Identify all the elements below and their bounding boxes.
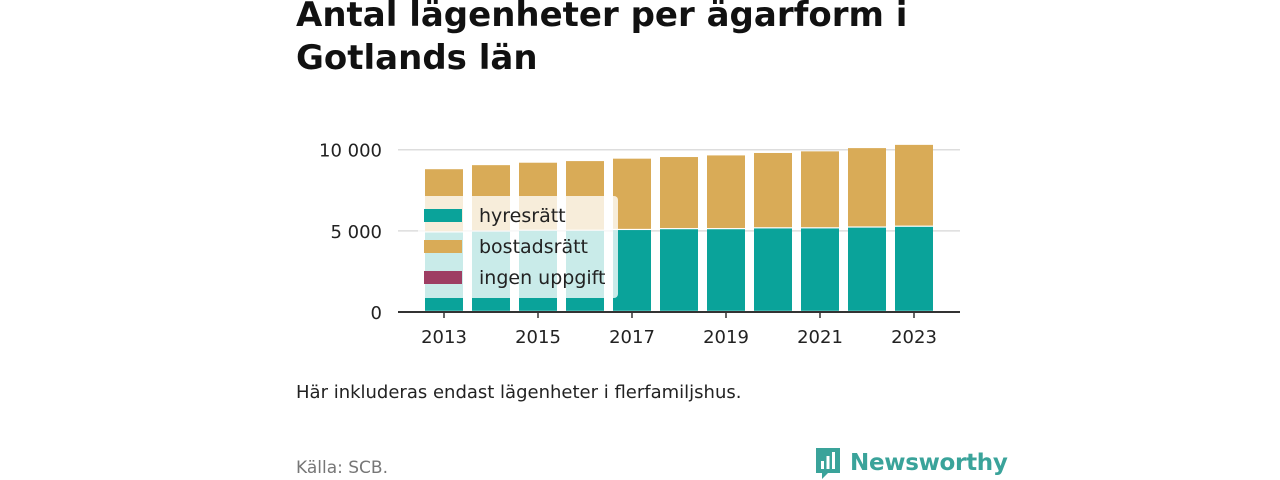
x-tick-label: 2013 bbox=[421, 327, 467, 348]
legend-label: ingen uppgift bbox=[479, 267, 605, 289]
bar-segment bbox=[895, 144, 933, 226]
source-label: Källa: SCB. bbox=[296, 458, 388, 478]
bar-segment bbox=[801, 228, 839, 311]
legend: hyresrätt bostadsrätt ingen uppgift bbox=[418, 196, 618, 298]
y-axis-labels: 0 5 000 10 000 bbox=[319, 141, 382, 324]
legend-label: bostadsrätt bbox=[479, 236, 588, 258]
bar-segment bbox=[848, 148, 886, 227]
x-tick-label: 2017 bbox=[609, 327, 655, 348]
bar-segment bbox=[848, 227, 886, 311]
legend-background bbox=[418, 196, 618, 298]
bar-segment bbox=[707, 229, 745, 311]
bar-segment bbox=[754, 228, 792, 311]
bar-segment bbox=[613, 158, 651, 229]
bar-segment bbox=[801, 151, 839, 228]
legend-swatch bbox=[424, 271, 462, 284]
legend-swatch bbox=[424, 240, 462, 253]
y-tick-label: 10 000 bbox=[319, 141, 382, 162]
bar-segment bbox=[613, 230, 651, 311]
bar-segment bbox=[660, 157, 698, 229]
legend-label: hyresrätt bbox=[479, 205, 566, 227]
brand-logo[interactable]: Newsworthy bbox=[814, 446, 1008, 480]
stacked-bar-chart: 0 5 000 10 000 2013 2015 2017 2019 2021 2023 hy… bbox=[319, 141, 960, 348]
x-tick-label: 2023 bbox=[891, 327, 937, 348]
bar-segment bbox=[895, 226, 933, 311]
newsworthy-logo-icon bbox=[816, 448, 840, 479]
legend-swatch bbox=[424, 209, 462, 222]
brand-name: Newsworthy bbox=[850, 450, 1008, 476]
x-tick-label: 2021 bbox=[797, 327, 843, 348]
chart-note: Här inkluderas endast lägenheter i flerf… bbox=[296, 382, 742, 403]
x-tick-label: 2015 bbox=[515, 327, 561, 348]
chart-title: Antal lägenheter per ägarform i Gotlands… bbox=[296, 0, 908, 78]
x-tick-label: 2019 bbox=[703, 327, 749, 348]
bar-segment bbox=[754, 152, 792, 228]
bar-segment bbox=[707, 155, 745, 229]
y-tick-label: 5 000 bbox=[330, 222, 382, 243]
x-axis-labels: 2013 2015 2017 2019 2021 2023 bbox=[421, 312, 937, 348]
y-tick-label: 0 bbox=[371, 303, 382, 324]
bar-segment bbox=[660, 229, 698, 311]
